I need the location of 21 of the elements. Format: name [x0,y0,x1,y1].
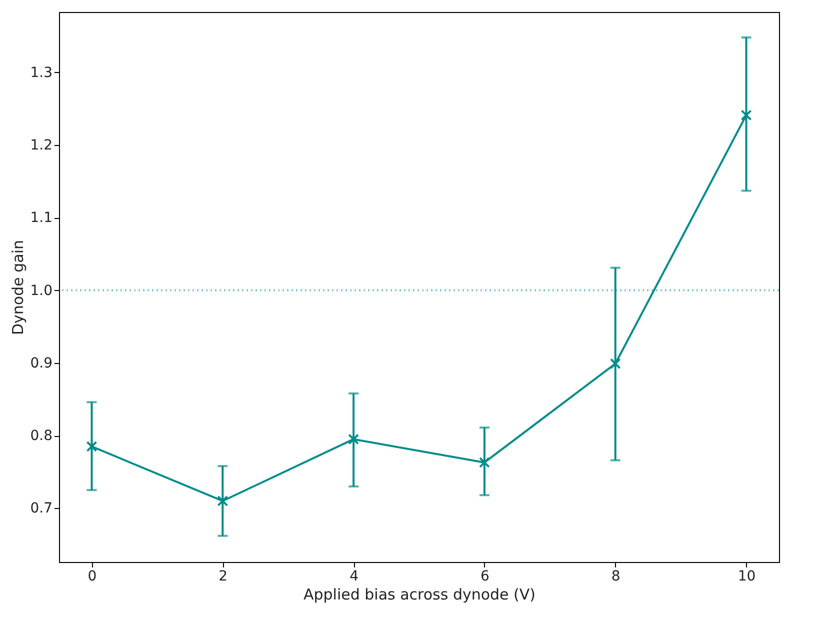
y-tick-label: 1.3 [30,64,52,81]
point [478,456,490,468]
x-tick-label: 8 [611,568,620,584]
x-tick-label: 6 [480,568,490,584]
y-tick-label: 1.1 [30,210,52,226]
y-tick-label: 0.8 [30,428,52,444]
point [86,441,98,452]
y-axis-title: Dynode gain [9,240,28,336]
point [740,110,752,121]
y-tick-label: 0.7 [30,500,52,517]
point [610,358,621,370]
point [217,496,228,506]
point [348,434,360,445]
x-tick-label: 0 [88,568,97,584]
x-tick-label: 2 [218,568,228,584]
y-tick-label: 1.2 [30,137,52,154]
y-tick-label: 0.9 [30,355,52,372]
x-axis-title: Applied bias across dynode (V) [303,586,536,604]
y-tick-label: 1.0 [30,282,52,299]
x-tick-label: 10 [738,568,756,584]
x-tick-label: 4 [350,568,359,584]
